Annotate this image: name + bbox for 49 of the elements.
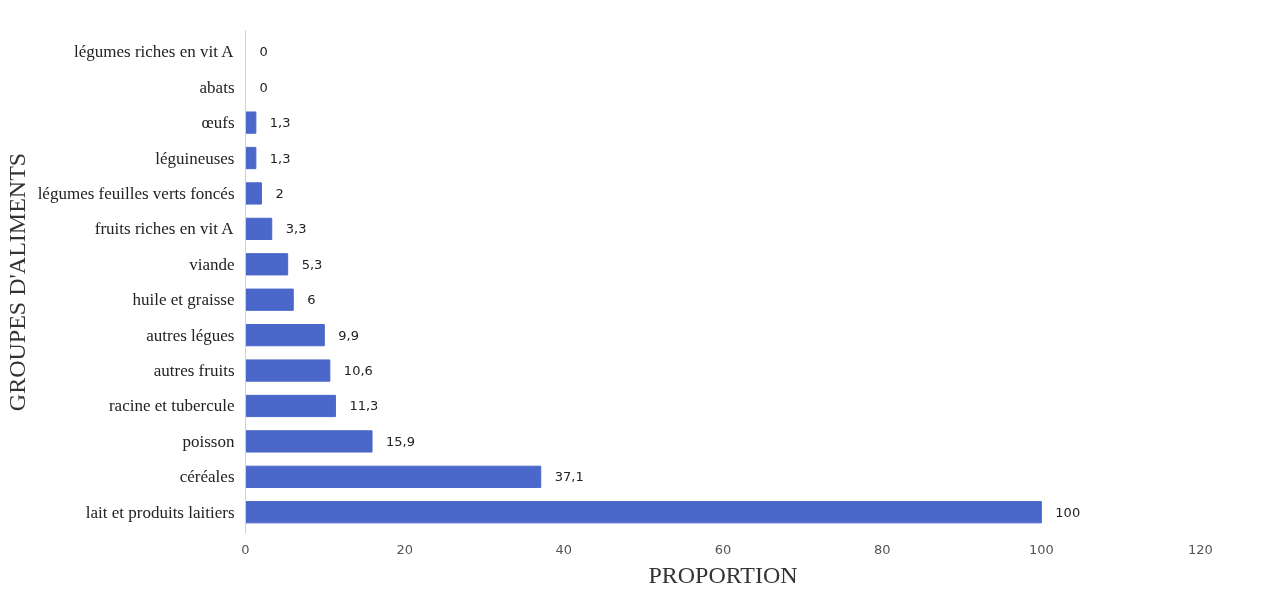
bar [245, 217, 273, 240]
y-tick-label: poisson [182, 431, 235, 451]
bar [245, 253, 289, 276]
data-label: 2 [275, 185, 284, 201]
y-tick-label: légumes feuilles verts foncés [37, 183, 235, 203]
y-tick-label: huile et graisse [132, 290, 235, 310]
y-tick-label: autres fruits [153, 361, 235, 381]
bar [245, 394, 336, 418]
bar [245, 182, 262, 205]
y-tick-label: légumes riches en vit A [73, 42, 235, 62]
y-tick-label: abats [199, 77, 235, 97]
data-label: 5,3 [301, 256, 323, 272]
y-tick-label: léguineuses [155, 148, 235, 168]
y-tick-label: lait et produits laitiers [85, 502, 235, 522]
x-tick-label: 20 [396, 541, 413, 557]
y-tick-label: céréales [179, 467, 235, 487]
data-label: 100 [1055, 504, 1081, 520]
bar [245, 430, 373, 453]
bar [245, 146, 257, 170]
y-tick-label: racine et tubercule [108, 396, 235, 416]
y-axis-title: GROUPES D'ALIMENTS [3, 152, 30, 412]
data-label: 6 [307, 292, 316, 308]
bar [245, 324, 325, 347]
data-label: 9,9 [338, 327, 359, 343]
data-label: 37,1 [554, 469, 584, 485]
data-label: 10,6 [343, 363, 373, 379]
x-axis-title: PROPORTION [648, 561, 798, 588]
bar [245, 111, 257, 134]
x-tick-label: 40 [555, 541, 573, 557]
x-tick-label: 60 [714, 541, 732, 557]
x-tick-label: 120 [1188, 541, 1213, 557]
x-tick-label: 0 [241, 541, 250, 557]
y-tick-label: viande [189, 254, 235, 274]
data-label: 11,3 [349, 398, 379, 414]
data-label: 0 [259, 79, 268, 95]
x-tick-label: 80 [873, 541, 891, 557]
data-label: 15,9 [386, 433, 415, 449]
y-tick-label: œufs [201, 113, 235, 133]
data-label: 1,3 [269, 115, 291, 131]
y-tick-label: autres légues [146, 325, 235, 345]
data-label: 3,3 [285, 221, 307, 237]
x-tick-label: 100 [1028, 541, 1054, 557]
bar [245, 465, 542, 488]
bar [245, 501, 1042, 524]
data-label: 0 [259, 44, 268, 60]
data-label: 1,3 [269, 150, 291, 166]
bar [245, 288, 294, 311]
bar [245, 359, 331, 382]
y-tick-label: fruits riches en vit A [94, 219, 235, 239]
